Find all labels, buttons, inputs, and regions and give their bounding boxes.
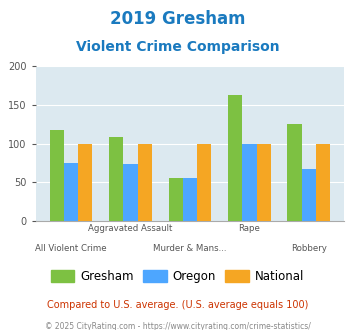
Bar	[316, 144, 330, 221]
Bar	[242, 144, 257, 221]
Bar	[228, 95, 242, 221]
Bar	[50, 130, 64, 221]
Text: 2019 Gresham: 2019 Gresham	[110, 10, 245, 28]
Bar	[302, 169, 316, 221]
Text: Aggravated Assault: Aggravated Assault	[88, 224, 173, 233]
Bar	[183, 178, 197, 221]
Text: Violent Crime Comparison: Violent Crime Comparison	[76, 40, 279, 53]
Bar	[288, 124, 302, 221]
Bar	[138, 144, 152, 221]
Text: Robbery: Robbery	[291, 244, 327, 253]
Text: © 2025 CityRating.com - https://www.cityrating.com/crime-statistics/: © 2025 CityRating.com - https://www.city…	[45, 322, 310, 330]
Text: Compared to U.S. average. (U.S. average equals 100): Compared to U.S. average. (U.S. average …	[47, 300, 308, 310]
Text: Murder & Mans...: Murder & Mans...	[153, 244, 227, 253]
Bar	[78, 144, 92, 221]
Bar	[257, 144, 271, 221]
Legend: Gresham, Oregon, National: Gresham, Oregon, National	[46, 265, 309, 287]
Bar	[197, 144, 211, 221]
Bar	[109, 137, 123, 221]
Bar	[123, 164, 138, 221]
Bar	[64, 163, 78, 221]
Text: Rape: Rape	[239, 224, 260, 233]
Bar	[169, 179, 183, 221]
Text: All Violent Crime: All Violent Crime	[35, 244, 107, 253]
